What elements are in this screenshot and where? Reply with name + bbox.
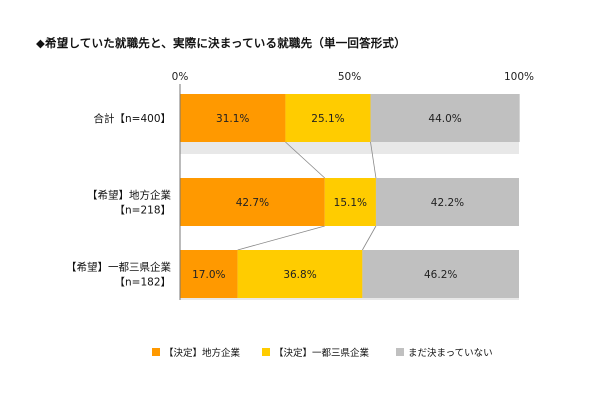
category-label: 【n=218】 [115, 205, 172, 217]
data-label: 44.0% [428, 113, 461, 125]
legend: 【決定】地方企業 【決定】一都三県企業 まだ決まっていない [0, 345, 610, 365]
x-tick-label: 100% [504, 71, 534, 83]
category-label: 合計【n=400】 [94, 112, 172, 125]
x-tick-label: 0% [172, 71, 189, 83]
category-label: 【n=182】 [115, 277, 172, 289]
bar-segment [180, 94, 286, 142]
series-connector [285, 141, 326, 179]
plot-band-1 [180, 84, 519, 94]
chart-title: ◆希望していた就職先と、実際に決まっている就職先（単一回答形式） [36, 36, 406, 50]
bar-segment [285, 94, 371, 142]
legend-swatch [262, 348, 270, 356]
series-connector [370, 141, 377, 179]
bar-segment [180, 250, 238, 298]
bar-segment [237, 250, 363, 298]
data-label: 15.1% [334, 197, 367, 209]
legend-item: まだ決まっていない [396, 345, 493, 359]
data-label: 46.2% [424, 269, 457, 281]
legend-swatch [396, 348, 404, 356]
legend-label: まだ決まっていない [408, 348, 493, 359]
data-label: 31.1% [216, 113, 249, 125]
plot-band-3 [180, 224, 519, 250]
category-label: 【希望】一都三県企業 [66, 261, 171, 274]
legend-label: 【決定】地方企業 [164, 348, 241, 359]
legend-swatch [152, 348, 160, 356]
series-connector [362, 225, 377, 251]
plot-band-2 [180, 154, 519, 178]
category-label: 【希望】地方企業 [87, 189, 171, 202]
legend-item: 【決定】一都三県企業 [262, 345, 369, 359]
data-label: 25.1% [311, 113, 344, 125]
bar-segment [362, 250, 519, 298]
bar-segment [375, 178, 519, 226]
bar-segment [370, 94, 520, 142]
bar-segment [324, 178, 376, 226]
x-tick-label: 50% [338, 71, 361, 83]
series-connector [237, 225, 325, 251]
bar-segment [180, 178, 325, 226]
data-label: 36.8% [283, 269, 316, 281]
data-label: 17.0% [192, 269, 225, 281]
legend-label: 【決定】一都三県企業 [274, 348, 370, 359]
data-label: 42.7% [236, 197, 269, 209]
legend-item: 【決定】地方企業 [152, 345, 240, 359]
data-label: 42.2% [431, 197, 464, 209]
